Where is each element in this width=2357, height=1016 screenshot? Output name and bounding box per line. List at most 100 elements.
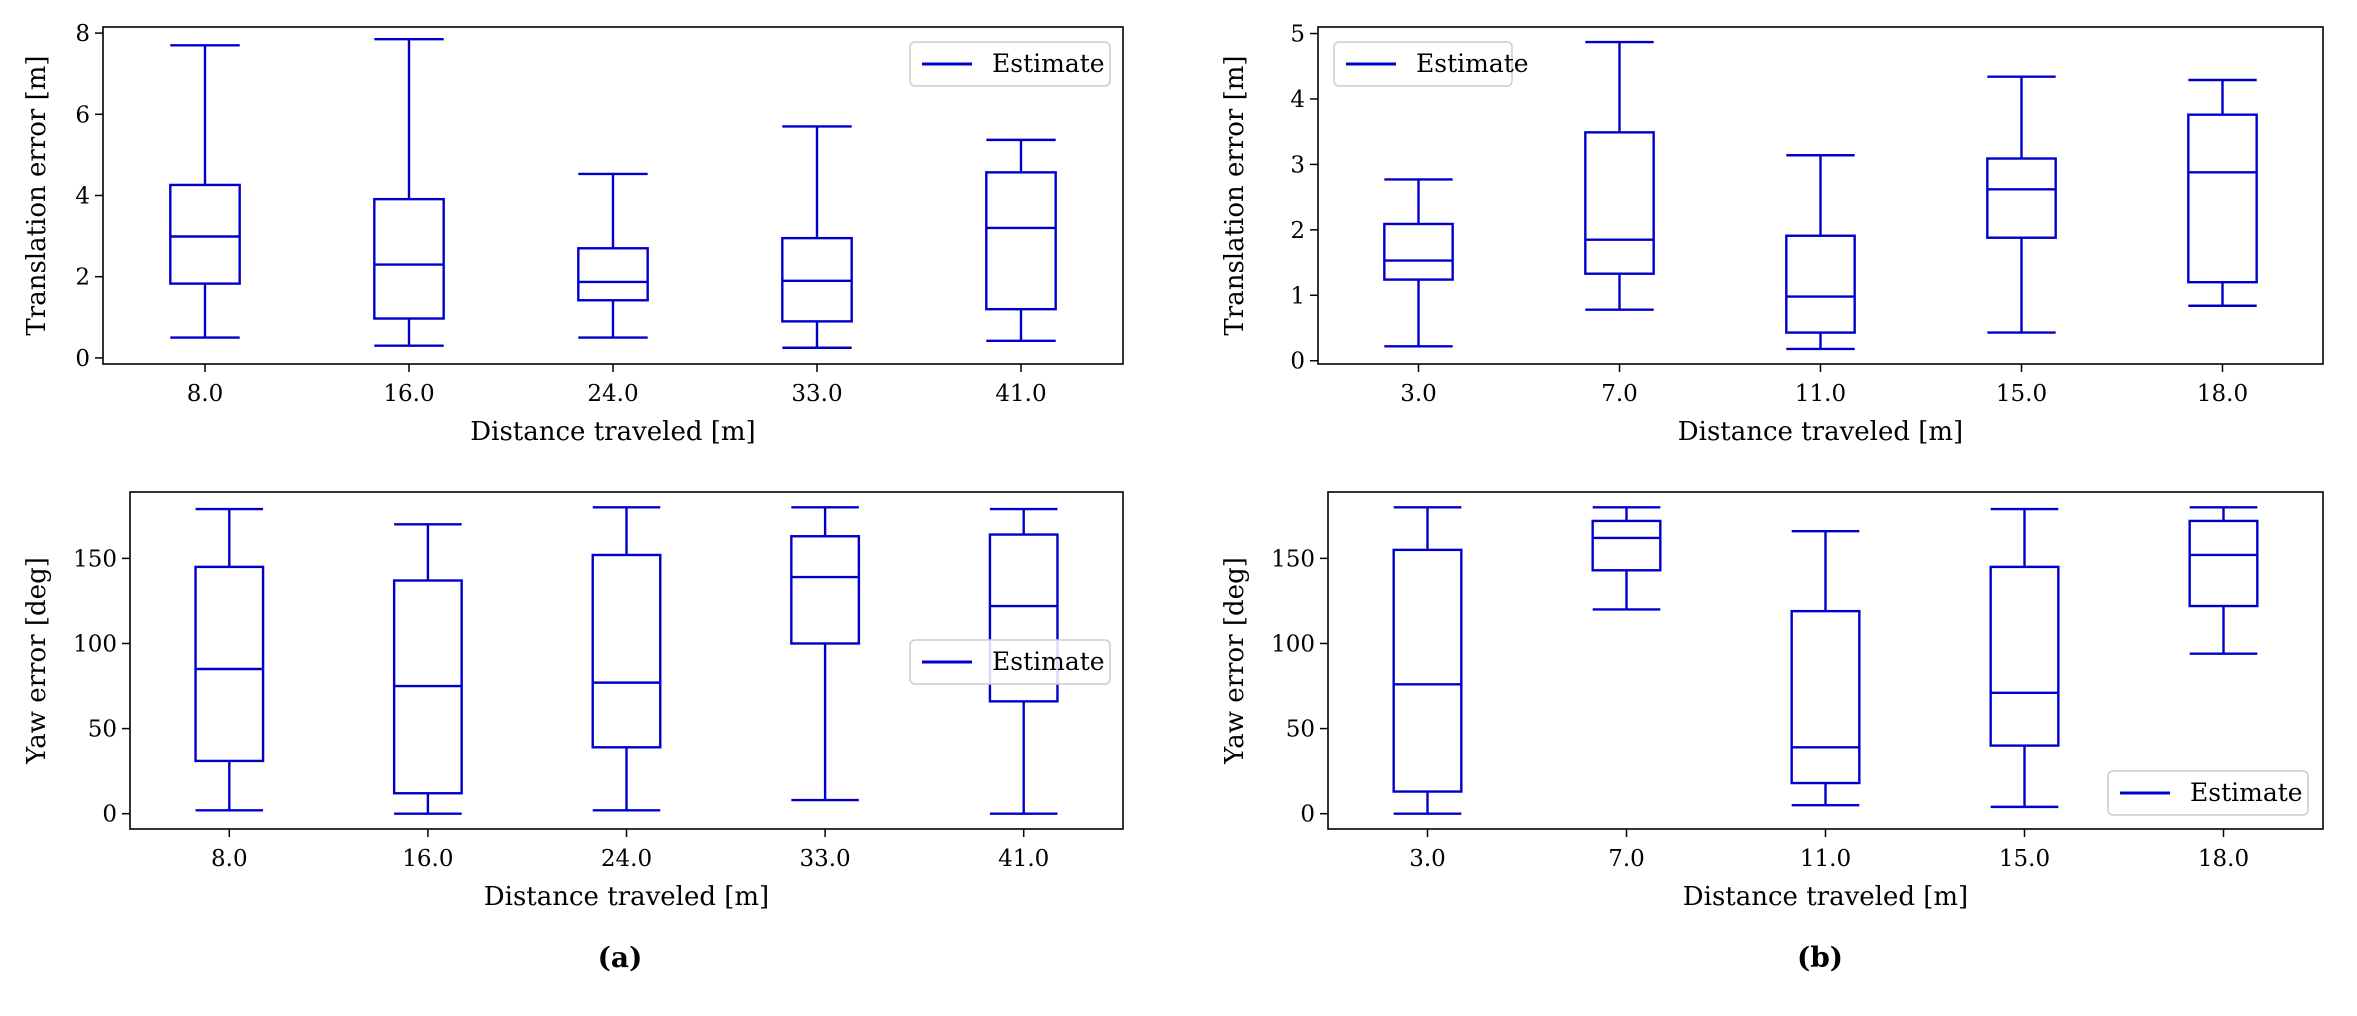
y-tick-label: 150: [73, 546, 117, 572]
box-18.0: [2187, 78, 2258, 307]
box-33.0: [781, 125, 853, 349]
x-tick-label: 7.0: [1601, 381, 1638, 407]
box-11.0: [1790, 529, 1861, 807]
x-tick-label: 16.0: [402, 846, 453, 872]
y-tick-label: 1: [1290, 283, 1305, 309]
box-16.0: [373, 37, 445, 347]
legend-label: Estimate: [1416, 49, 1529, 78]
x-tick-label: 15.0: [1996, 381, 2047, 407]
box-16.0: [392, 523, 463, 815]
box-33.0: [790, 506, 861, 802]
box-41.0: [985, 138, 1057, 343]
box-iqr: [2188, 519, 2259, 608]
box-iqr: [1392, 548, 1463, 793]
y-axis-label: Translation error [m]: [22, 55, 52, 335]
y-tick-label: 50: [1286, 717, 1315, 743]
box-41.0: [988, 507, 1059, 815]
y-tick-label: 100: [1271, 631, 1315, 657]
x-tick-label: 41.0: [995, 381, 1046, 407]
box-18.0: [2188, 506, 2259, 655]
box-iqr: [2187, 113, 2258, 284]
box-iqr: [790, 535, 861, 645]
x-tick-label: 16.0: [383, 381, 434, 407]
x-tick-label: 15.0: [1999, 846, 2050, 872]
chart-panel-a-top: 0 2 4 6 8 8.0 16.0 24.0 33.0 41.0 Distance travele…: [22, 21, 1124, 447]
box-11.0: [1785, 154, 1856, 351]
x-tick-label: 3.0: [1409, 846, 1446, 872]
x-axis-label: Distance traveled [m]: [470, 417, 755, 447]
box-iqr: [577, 247, 649, 302]
box-iqr: [169, 183, 241, 285]
y-tick-label: 0: [1290, 349, 1305, 375]
legend-label: Estimate: [992, 49, 1105, 78]
box-15.0: [1989, 507, 2060, 809]
legend: Estimate: [1333, 41, 1529, 87]
box-7.0: [1584, 40, 1655, 311]
box-15.0: [1986, 75, 2057, 334]
y-tick-label: 50: [88, 717, 117, 743]
x-tick-label: 18.0: [2198, 846, 2249, 872]
legend-label: Estimate: [992, 647, 1105, 676]
y-tick-label: 150: [1271, 546, 1315, 572]
y-tick-label: 2: [75, 265, 90, 291]
y-tick-label: 0: [75, 346, 90, 372]
box-8.0: [194, 507, 265, 812]
box-iqr: [1790, 609, 1861, 785]
x-tick-label: 24.0: [587, 381, 638, 407]
y-tick-label: 6: [75, 102, 90, 128]
y-axis-label: Yaw error [deg]: [1220, 557, 1250, 765]
chart-panel-a-bottom: 0 50 100 150 8.0 16.0 24.0 33.0 41.0 Distance tra…: [22, 491, 1124, 912]
x-tick-label: 8.0: [211, 846, 248, 872]
box-iqr: [985, 171, 1057, 311]
legend: Estimate: [909, 639, 1111, 685]
box-3.0: [1392, 506, 1463, 815]
x-tick-label: 33.0: [791, 381, 842, 407]
caption-a: (a): [598, 941, 643, 974]
y-axis-label: Yaw error [deg]: [22, 557, 52, 765]
box-24.0: [577, 172, 649, 339]
y-tick-label: 0: [102, 802, 117, 828]
box-7.0: [1591, 506, 1662, 611]
x-tick-label: 41.0: [998, 846, 1049, 872]
x-tick-label: 11.0: [1795, 381, 1846, 407]
box-iqr: [1986, 157, 2057, 239]
y-tick-label: 2: [1290, 218, 1305, 244]
box-iqr: [988, 533, 1059, 703]
box-iqr: [194, 565, 265, 763]
box-3.0: [1383, 178, 1454, 348]
box-8.0: [169, 44, 241, 339]
chart-panel-b-top: 0 1 2 3 4 5 3.0 7.0 11.0 15.0 18.0 Distance travele…: [1220, 22, 2324, 447]
box-iqr: [373, 197, 445, 320]
legend-frame: [909, 41, 1111, 87]
y-tick-label: 0: [1300, 802, 1315, 828]
legend-frame: [909, 639, 1111, 685]
caption-b: (b): [1797, 941, 1843, 974]
x-tick-label: 18.0: [2197, 381, 2248, 407]
box-iqr: [1785, 234, 1856, 334]
chart-panel-b-bottom: 0 50 100 150 3.0 7.0 11.0 15.0 18.0 Distance trav…: [1220, 491, 2324, 912]
x-tick-label: 3.0: [1400, 381, 1437, 407]
legend: Estimate: [909, 41, 1111, 87]
legend: Estimate: [2107, 770, 2309, 816]
y-tick-label: 100: [73, 631, 117, 657]
y-tick-label: 4: [75, 184, 90, 210]
box-iqr: [1383, 222, 1454, 281]
x-tick-label: 7.0: [1608, 846, 1645, 872]
box-iqr: [1584, 131, 1655, 275]
x-tick-label: 8.0: [187, 381, 224, 407]
x-axis-label: Distance traveled [m]: [1678, 417, 1963, 447]
legend-frame: [2107, 770, 2309, 816]
x-axis-label: Distance traveled [m]: [484, 882, 769, 912]
box-iqr: [1591, 519, 1662, 572]
x-tick-label: 11.0: [1800, 846, 1851, 872]
y-tick-label: 8: [75, 21, 90, 47]
box-iqr: [591, 553, 662, 749]
legend-frame: [1333, 41, 1513, 87]
y-axis-label: Translation error [m]: [1220, 55, 1250, 335]
box-iqr: [1989, 565, 2060, 747]
box-24.0: [591, 506, 662, 812]
x-axis-label: Distance traveled [m]: [1683, 882, 1968, 912]
legend-label: Estimate: [2190, 778, 2303, 807]
x-tick-label: 24.0: [601, 846, 652, 872]
